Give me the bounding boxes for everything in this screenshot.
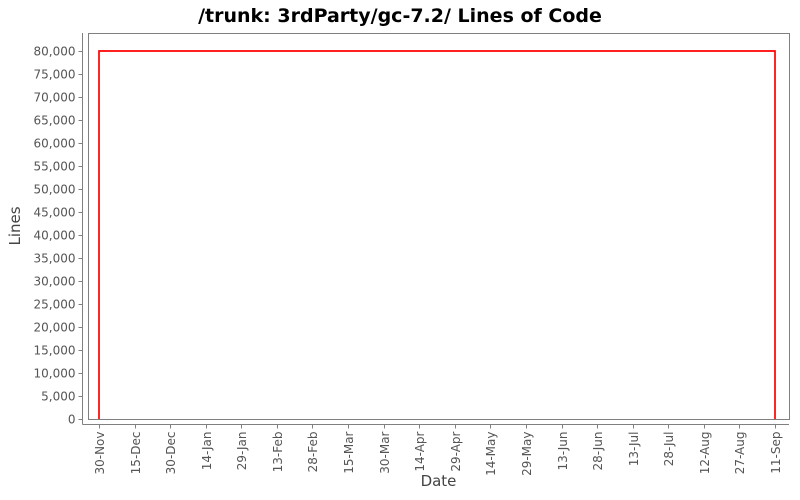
chart-title: /trunk: 3rdParty/gc-7.2/ Lines of Code <box>198 5 602 27</box>
series-line <box>98 50 776 419</box>
x-tick-label: 13-Jul <box>627 432 641 467</box>
x-tick-label: 30-Mar <box>378 431 392 473</box>
y-tick-label: 55,000 <box>34 160 76 174</box>
x-tick-label: 14-May <box>484 432 498 476</box>
y-tick-label: 65,000 <box>34 114 76 128</box>
x-tick-label: 14-Jan <box>200 432 214 471</box>
x-tick-label: 12-Aug <box>698 432 712 475</box>
x-tick-label: 29-Jan <box>235 432 249 471</box>
x-tick-label: 13-Feb <box>271 432 285 473</box>
y-tick-label: 60,000 <box>34 137 76 151</box>
y-tick-label: 80,000 <box>34 45 76 59</box>
y-tick-label: 50,000 <box>34 183 76 197</box>
x-tick-label: 28-Feb <box>306 432 320 473</box>
x-tick-label: 15-Dec <box>129 432 143 475</box>
y-tick-label: 25,000 <box>34 298 76 312</box>
y-tick-label: 5,000 <box>41 390 75 404</box>
y-tick-label: 20,000 <box>34 321 76 335</box>
x-tick-label: 15-Mar <box>342 431 356 473</box>
x-tick-label: 28-Jun <box>591 432 605 471</box>
x-axis-title: Date <box>420 472 457 490</box>
plot-border <box>88 33 790 420</box>
y-tick-label: 35,000 <box>34 252 76 266</box>
x-tick-label: 29-May <box>520 432 534 476</box>
x-tick-label: 13-Jun <box>556 432 570 471</box>
x-tick-label: 30-Nov <box>93 432 107 475</box>
x-tick-label: 27-Aug <box>733 432 747 475</box>
x-tick-label: 28-Jul <box>662 432 676 467</box>
y-tick-label: 0 <box>68 413 76 427</box>
x-tick-label: 11-Sep <box>769 432 783 474</box>
x-tick-label: 30-Dec <box>164 432 178 475</box>
y-tick-label: 45,000 <box>34 206 76 220</box>
y-tick-label: 30,000 <box>34 275 76 289</box>
y-tick-label: 40,000 <box>34 229 76 243</box>
x-tick-label: 29-Apr <box>449 431 463 471</box>
y-tick-label: 70,000 <box>34 91 76 105</box>
y-tick-label: 75,000 <box>34 68 76 82</box>
y-tick-label: 10,000 <box>34 367 76 381</box>
x-tick-label: 14-Apr <box>413 431 427 471</box>
y-tick-label: 15,000 <box>34 344 76 358</box>
